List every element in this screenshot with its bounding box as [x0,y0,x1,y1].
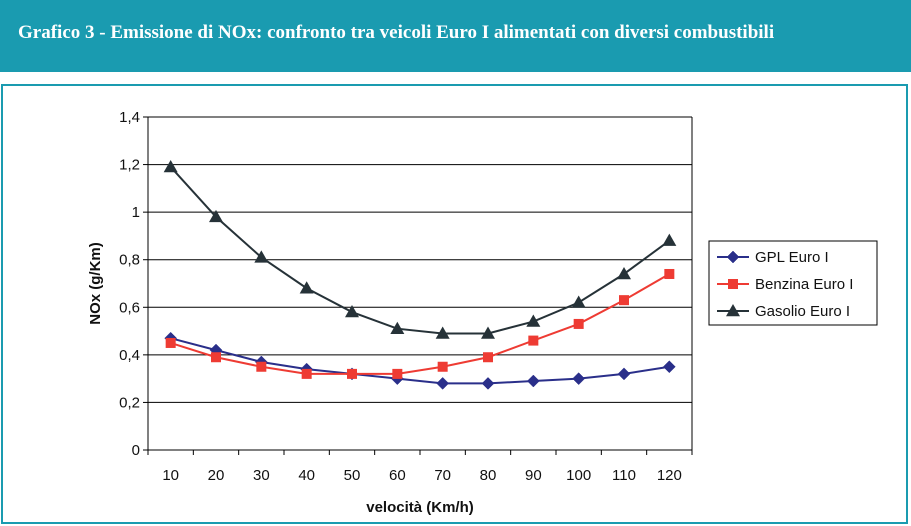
data-point [526,314,541,327]
data-point [526,374,540,388]
y-tick-label: 0 [132,442,140,459]
page-title: Grafico 3 - Emissione di NOx: confronto … [18,22,775,43]
data-point [662,360,676,374]
x-tick-label: 30 [253,467,270,484]
data-point [345,305,359,318]
x-tick-label: 70 [434,467,451,484]
data-point [662,233,677,246]
header-banner: Grafico 3 - Emissione di NOx: confronto … [0,0,911,72]
data-point [390,321,405,334]
data-point [254,250,269,263]
data-point [392,368,403,379]
y-tick-label: 0,4 [119,347,140,364]
data-point [347,368,357,379]
data-point [437,361,448,372]
data-point [436,377,450,390]
y-tick-label: 1,2 [119,157,140,174]
y-tick-label: 0,2 [119,394,140,411]
x-axis-label: velocità (Km/h) [366,499,474,516]
series-line-2 [169,166,670,335]
x-tick-label: 20 [208,467,225,484]
data-point [572,372,586,385]
legend-marker [726,304,740,317]
x-tick-label: 60 [389,467,406,484]
y-tick-label: 1 [132,204,140,221]
data-point [301,368,312,379]
data-point [571,295,586,308]
legend-label: Gasolio Euro I [755,303,850,320]
x-tick-label: 90 [525,467,542,484]
data-point [617,266,631,280]
y-axis-label: NOx (g/Km) [87,242,104,325]
data-point [299,281,314,294]
data-point [617,367,631,381]
series-line-0 [170,337,670,385]
y-tick-label: 1,4 [119,109,140,126]
data-point [209,209,223,223]
data-point [165,337,176,348]
data-point [256,361,267,372]
data-point [528,335,539,346]
x-tick-label: 110 [612,467,636,484]
x-tick-label: 80 [480,467,497,484]
data-point [483,352,493,363]
data-point [163,159,178,173]
data-point [211,352,221,363]
x-tick-label: 100 [566,467,591,484]
data-point [619,295,629,306]
data-point [435,326,450,339]
data-point [573,318,584,329]
data-point [481,326,495,339]
x-tick-label: 10 [162,467,179,484]
x-tick-label: 120 [657,467,682,484]
y-tick-label: 0,8 [119,252,140,269]
data-point [481,377,495,390]
data-point [664,268,675,279]
y-tick-label: 0,6 [119,299,140,316]
legend-marker [726,250,740,264]
legend-label: Benzina Euro I [755,276,853,293]
x-tick-label: 40 [298,467,315,484]
legend-marker [728,279,738,289]
legend-label: GPL Euro I [755,249,829,266]
series-line-1 [170,273,670,375]
x-tick-label: 50 [344,467,361,484]
